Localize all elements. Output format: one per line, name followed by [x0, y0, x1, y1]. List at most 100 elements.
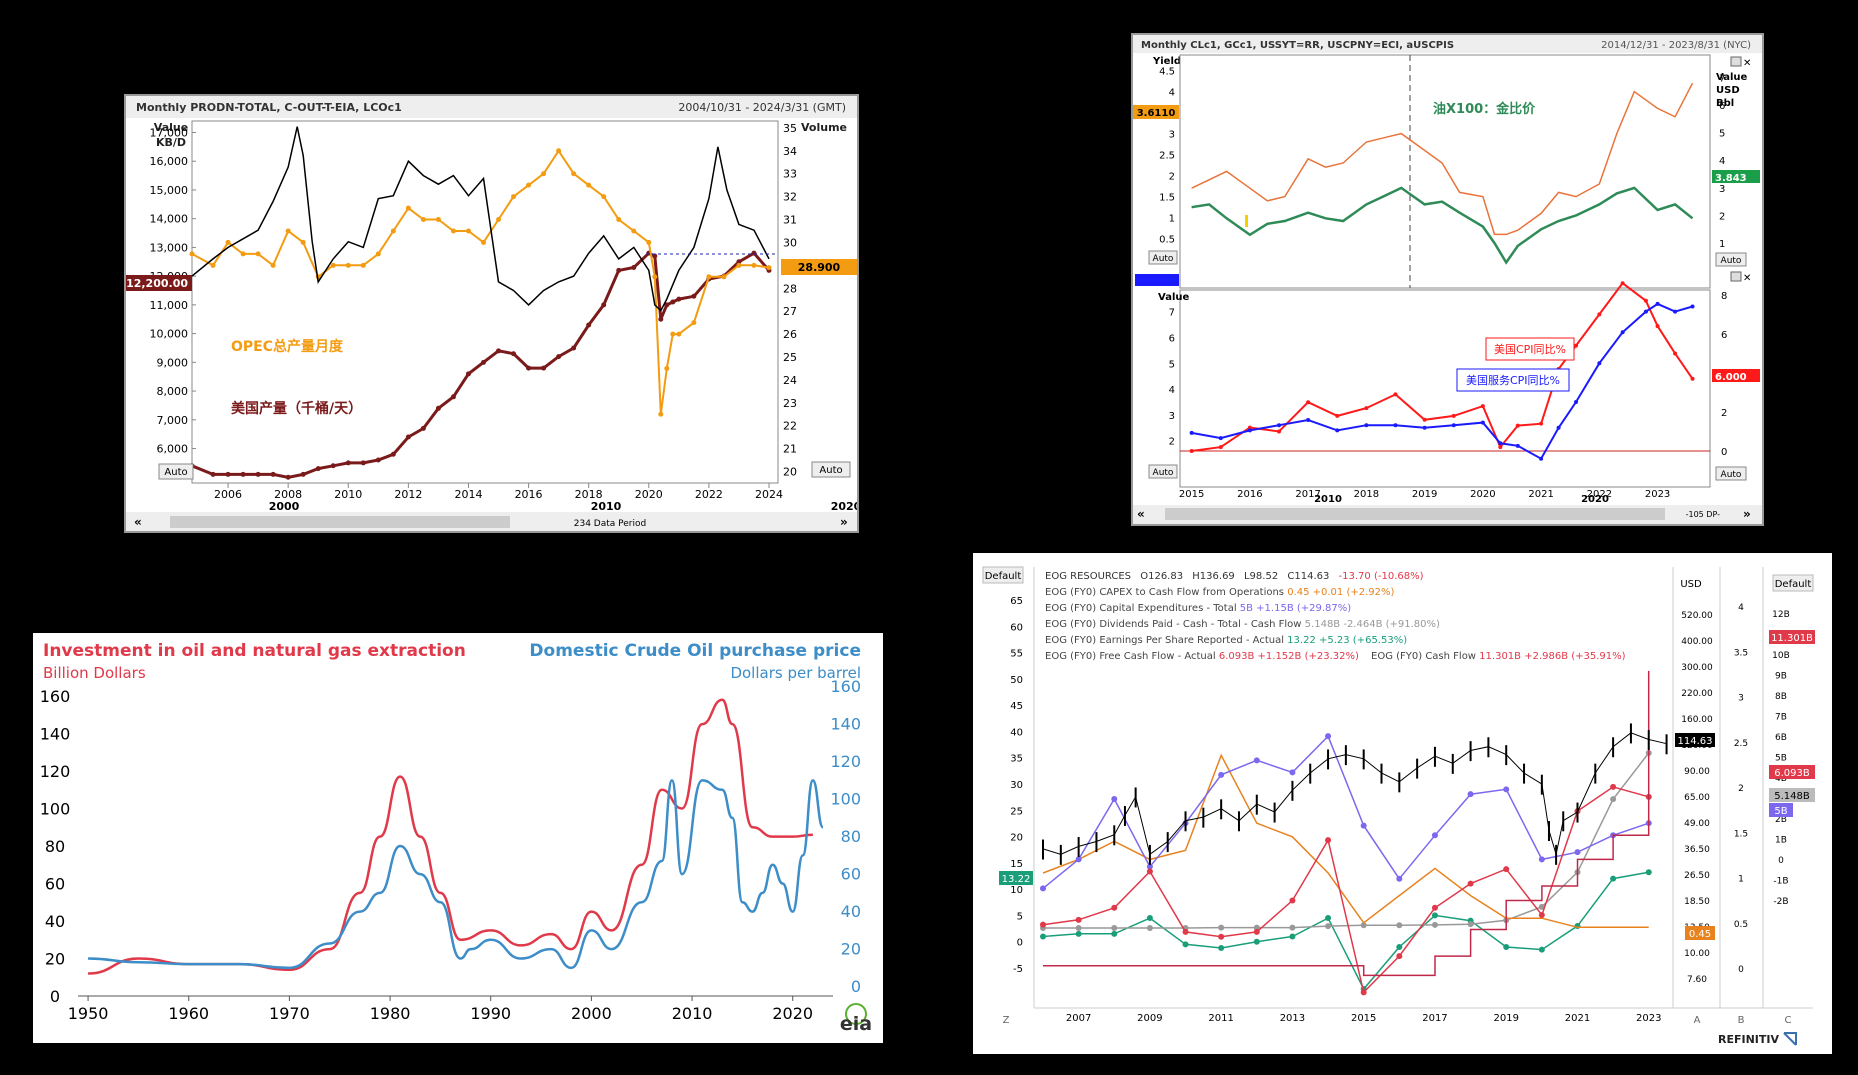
- dividends-line-point: [1075, 925, 1082, 931]
- top-right-auto-button[interactable]: [1715, 252, 1747, 267]
- right-tick-label: 22: [783, 420, 797, 433]
- bottom-right-badge: [1712, 369, 1760, 382]
- top-left-tick-label: 1: [1169, 214, 1175, 225]
- scroll-bar-thumb[interactable]: [1165, 508, 1665, 520]
- opec-production-line-point: [721, 274, 727, 280]
- right-axis-ticks: 35343332313029282726252423222120: [783, 122, 797, 479]
- opec-production-line-point: [285, 228, 291, 234]
- free-cash-flow-line-point: [1396, 953, 1403, 960]
- opec-production-line-point: [601, 194, 607, 200]
- series-lines: [1189, 82, 1695, 461]
- us-production-line-point: [405, 434, 411, 440]
- legend-value: 13.22 +5.23 (+65.53%): [1287, 635, 1407, 646]
- r2-tick-label: 12B: [1772, 610, 1790, 620]
- scroll-left-icon[interactable]: «: [1137, 507, 1145, 521]
- cpi-line: [1191, 281, 1694, 452]
- x-tick-label: 2020: [635, 488, 663, 501]
- x-tick-label: 2010: [672, 1004, 713, 1023]
- right-tick-label: 24: [783, 374, 797, 387]
- left-auto-button[interactable]: [158, 463, 194, 480]
- marker-yellow: [1245, 215, 1248, 227]
- left-default-button[interactable]: [982, 566, 1024, 584]
- close-icon[interactable]: ✕: [1743, 58, 1751, 69]
- cpi-line-point: [1393, 392, 1398, 397]
- dividends-line-point: [1396, 922, 1403, 929]
- opec-us-production-chart-panel: Monthly PRODN-TOTAL, C-OUT-T-EIA, LCOc1 …: [124, 94, 862, 533]
- bottom-left-tick-label: 5: [1169, 359, 1175, 370]
- left-axis-title-unit: KB/D: [156, 136, 186, 149]
- series-lines: [189, 126, 772, 480]
- us-production-line-point: [676, 296, 682, 302]
- bottom-left-auto-button[interactable]: [1148, 464, 1178, 479]
- left-tick-label: 0: [50, 987, 60, 1006]
- opec-production-line-point: [240, 251, 246, 257]
- minimize-icon[interactable]: [1730, 56, 1742, 67]
- right-default-button[interactable]: [1772, 574, 1814, 592]
- bottom-right-auto-button[interactable]: [1715, 466, 1747, 481]
- scroll-left-icon[interactable]: «: [134, 515, 142, 529]
- eps-badge: [999, 871, 1033, 885]
- capex-badge: [1769, 803, 1793, 817]
- top-panel-window-icons[interactable]: ✕: [1730, 56, 1751, 69]
- top-right-tick-label: 4: [1719, 156, 1725, 167]
- us-production-line-point: [496, 348, 502, 354]
- services-cpi-line-point: [1451, 423, 1456, 428]
- eps-line-point: [1431, 912, 1438, 919]
- bottom-panel-window-icons[interactable]: ✕: [1730, 271, 1751, 284]
- left-tick-label: 13,000: [150, 241, 189, 254]
- minimize-icon[interactable]: [1730, 271, 1742, 282]
- left-tick-label: 80: [45, 837, 65, 856]
- legend-services: 美国服务CPI同比%: [1466, 374, 1560, 387]
- opec-production-line-point: [586, 182, 592, 188]
- open-price: O126.83: [1140, 571, 1183, 582]
- scroll-right-icon[interactable]: »: [840, 515, 848, 529]
- us-production-line-point: [664, 302, 670, 308]
- capex-line-point: [1218, 771, 1225, 778]
- us-production-line-point: [255, 471, 261, 477]
- opec-production-line-point: [465, 228, 471, 234]
- right-tick-label: 26: [783, 328, 797, 341]
- mid-tick-label: 220.00: [1681, 689, 1713, 699]
- bottom-left-axis-title: Value: [1158, 292, 1189, 303]
- eia-logo: eia: [840, 1003, 872, 1035]
- series-lines: [88, 698, 825, 975]
- opec-production-line-point: [420, 217, 426, 223]
- x-major-label: 2020: [831, 500, 857, 513]
- eia-logo-text: eia: [840, 1013, 872, 1035]
- services-cpi-line: [1191, 302, 1693, 461]
- left-tick-label: 14,000: [150, 213, 189, 226]
- free-cash-flow-line-point: [1111, 904, 1118, 911]
- left-tick-label: 9,000: [157, 356, 189, 369]
- scroll-right-icon[interactable]: »: [1743, 507, 1751, 521]
- eia-logo-ring-icon: [845, 1003, 867, 1025]
- cpi-line-point: [1643, 298, 1648, 303]
- dividends-line-point: [1146, 925, 1153, 931]
- eps-line: [1042, 871, 1649, 991]
- x-tick-label: 2006: [214, 488, 242, 501]
- scroll-bar-thumb[interactable]: [170, 516, 510, 528]
- opec-us-production-chart: Monthly PRODN-TOTAL, C-OUT-T-EIA, LCOc1 …: [126, 96, 862, 531]
- top-right-badge-text: 3.843: [1715, 173, 1747, 184]
- x-tick-label: 1970: [269, 1004, 310, 1023]
- bottom-right-tick-label: 6: [1721, 330, 1727, 341]
- us-production-line-point: [450, 394, 456, 400]
- bottom-left-tick-label: 2: [1169, 437, 1175, 448]
- x-tick-label: 2015: [1179, 489, 1204, 500]
- capex-line: [1042, 734, 1649, 889]
- us-production-line-point: [360, 460, 366, 466]
- close-icon[interactable]: ✕: [1743, 273, 1751, 284]
- x-tick-label: 2019: [1412, 489, 1437, 500]
- opec-production-line-point: [736, 262, 742, 268]
- services-cpi-line-point: [1480, 420, 1485, 425]
- services-cpi-line-point: [1620, 330, 1625, 335]
- x-major-label: 2010: [1314, 494, 1342, 505]
- x-tick-label: 2013: [1280, 1013, 1305, 1024]
- opec-production-line-point: [631, 228, 637, 234]
- free-cash-flow-line-point: [1325, 837, 1332, 844]
- right-auto-button[interactable]: [811, 461, 851, 478]
- top-left-auto-button[interactable]: [1148, 250, 1178, 265]
- eps-line-point: [1253, 938, 1260, 945]
- cpi-line-point: [1277, 429, 1282, 434]
- r2-tick-label: 0: [1778, 856, 1784, 866]
- us-production-line-point: [315, 466, 321, 472]
